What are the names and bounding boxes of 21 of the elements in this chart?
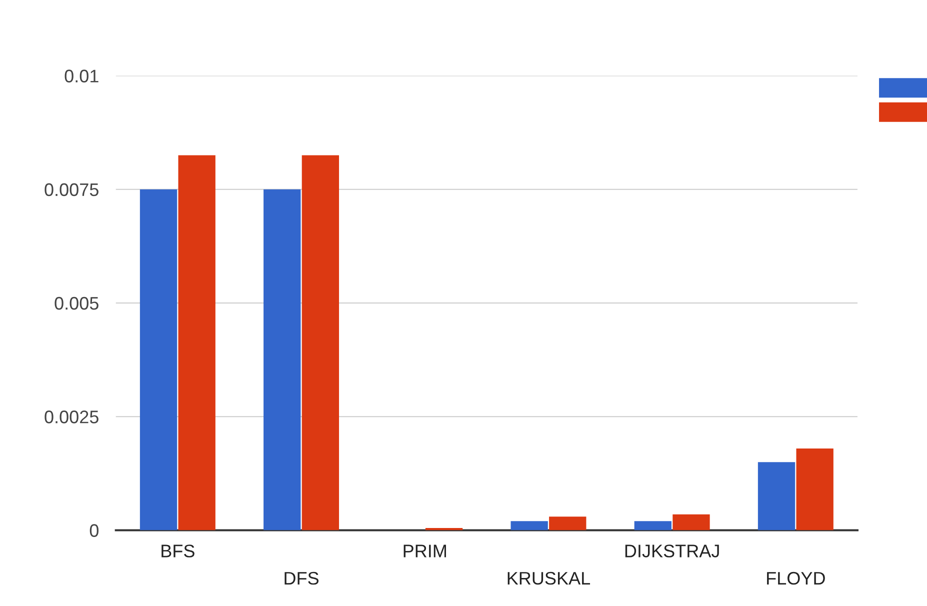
bar: [264, 189, 301, 530]
y-tick-label: 0.005: [54, 296, 98, 310]
bar: [672, 514, 710, 530]
bar: [510, 521, 548, 530]
y-tick-label: 0.01: [64, 70, 98, 82]
x-tick-label: PRIM: [404, 544, 446, 558]
x-tick-label: DFS: [284, 572, 318, 585]
bar: [178, 155, 216, 530]
bar: [140, 189, 178, 530]
bar: [634, 521, 672, 530]
y-tick-label: 0: [90, 524, 99, 537]
y-tick-label: 0.0025: [44, 410, 98, 424]
bar: [758, 462, 796, 530]
x-tick-label: KRUSKAL: [508, 572, 590, 585]
x-tick-label: BFS: [162, 544, 194, 558]
bar: [549, 516, 586, 530]
bar: [302, 155, 340, 530]
y-tick-label: 0.0075: [44, 183, 98, 196]
bar: [796, 448, 834, 530]
x-tick-label: FLOYD: [767, 572, 825, 585]
x-tick-label: DIJKSTRAJ: [625, 544, 719, 558]
